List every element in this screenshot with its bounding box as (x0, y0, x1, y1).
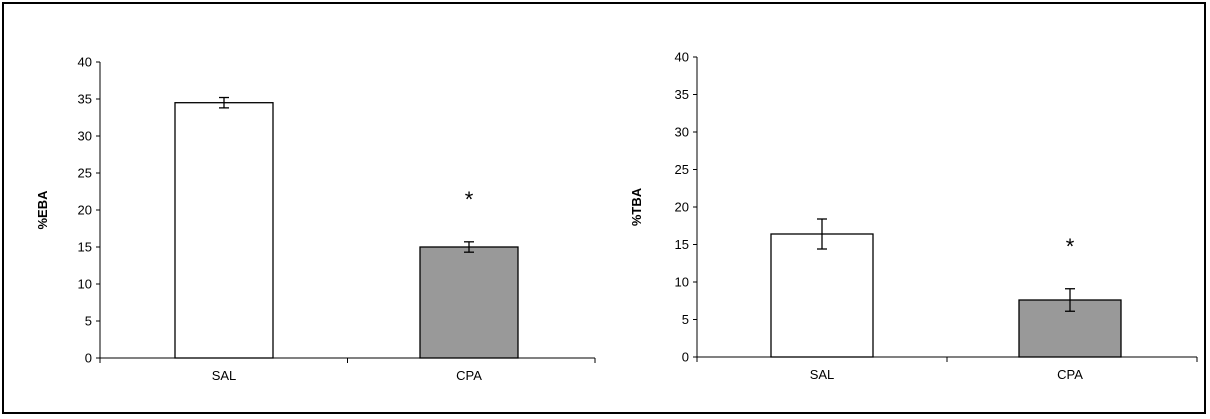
chart-0-y-tick-label: 0 (85, 351, 92, 366)
chart-0-x-tick-label: CPA (456, 368, 482, 383)
chart-0-y-tick-label: 25 (78, 166, 92, 181)
chart-1-y-tick-label: 10 (675, 275, 689, 290)
chart-1-y-tick-label: 25 (675, 162, 689, 177)
chart-0-y-tick-label: 35 (78, 92, 92, 107)
chart-1-y-axis-label: %TBA (629, 187, 644, 226)
chart-0-significance-marker: * (465, 187, 474, 212)
chart-1-y-tick-label: 15 (675, 237, 689, 252)
chart-1-x-tick-label: SAL (810, 367, 835, 382)
chart-1-y-tick-label: 5 (682, 312, 689, 327)
chart-0-y-tick-label: 5 (85, 314, 92, 329)
chart-1-y-tick-label: 20 (675, 200, 689, 215)
chart-0-y-tick-label: 40 (78, 55, 92, 70)
chart-0-y-tick-label: 10 (78, 277, 92, 292)
chart-0-y-tick-label: 20 (78, 203, 92, 218)
chart-1-y-tick-label: 35 (675, 87, 689, 102)
chart-1-significance-marker: * (1066, 234, 1075, 259)
chart-0-y-tick-label: 15 (78, 240, 92, 255)
chart-0-y-axis-label: %EBA (35, 190, 50, 230)
chart-1-bar-sal (770, 233, 874, 358)
chart-0-x-tick-label: SAL (212, 368, 237, 383)
chart-0-bar-cpa (419, 246, 519, 359)
chart-1-x-tick-label: CPA (1057, 367, 1083, 382)
chart-1-y-tick-label: 40 (675, 50, 689, 65)
chart-1-y-tick-label: 30 (675, 125, 689, 140)
chart-0-bar-sal (174, 102, 274, 359)
chart-0-y-tick-label: 30 (78, 129, 92, 144)
chart-1-y-tick-label: 0 (682, 350, 689, 365)
